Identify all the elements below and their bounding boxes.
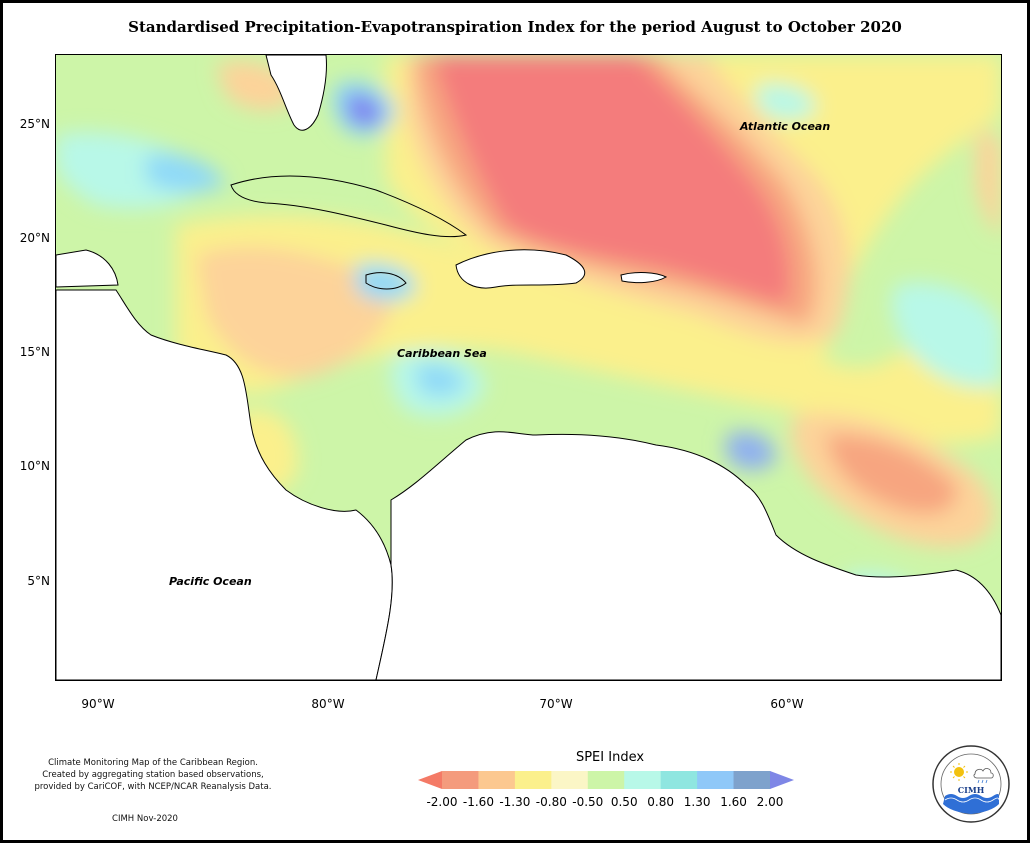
- cuba: [230, 175, 468, 238]
- credits: Climate Monitoring Map of the Caribbean …: [18, 757, 288, 793]
- lon-label-60w: 60°W: [770, 697, 804, 711]
- cimh-logo: CIMH: [932, 745, 1010, 823]
- legend-tick-label: -0.50: [572, 795, 604, 809]
- spei-field: [56, 55, 1001, 665]
- legend-swatch: [587, 771, 625, 789]
- map-canvas: [56, 55, 1001, 680]
- logo-text: CIMH: [958, 785, 985, 795]
- south-america: [375, 431, 1001, 680]
- lat-label-15n: 15°N: [19, 345, 50, 359]
- jamaica: [365, 272, 407, 290]
- lat-label-5n: 5°N: [27, 574, 50, 588]
- legend-tick-label: 2.00: [756, 795, 784, 809]
- lon-label-70w: 70°W: [539, 697, 573, 711]
- caribbean-sea-label: Caribbean Sea: [397, 347, 487, 360]
- legend-tick-label: 0.80: [647, 795, 675, 809]
- legend-colorbar: [418, 771, 794, 789]
- legend-swatch: [733, 771, 771, 789]
- legend-tick-label: -0.80: [535, 795, 567, 809]
- land-masses: [56, 55, 1001, 680]
- legend-swatch: [697, 771, 735, 789]
- legend-tick-label: -2.00: [426, 795, 458, 809]
- legend-swatch: [551, 771, 589, 789]
- map-title: Standardised Precipitation-Evapotranspir…: [128, 18, 902, 36]
- yucatan: [56, 249, 119, 288]
- florida: [265, 55, 327, 131]
- atlantic-ocean-label: Atlantic Ocean: [740, 120, 831, 133]
- sun-cloud-rain-waves-icon: [943, 763, 1000, 814]
- lat-label-25n: 25°N: [19, 117, 50, 131]
- legend-tick-label: -1.30: [499, 795, 531, 809]
- legend-swatch: [478, 771, 516, 789]
- legend-title: SPEI Index: [575, 750, 645, 765]
- hispaniola: [455, 249, 586, 289]
- credits-line-2: Created by aggregating station based obs…: [42, 770, 264, 780]
- credits-line-3: provided by CariCOF, with NCEP/NCAR Rean…: [34, 782, 272, 792]
- lon-label-80w: 80°W: [311, 697, 345, 711]
- credits-line-1: Climate Monitoring Map of the Caribbean …: [48, 758, 258, 768]
- puerto-rico: [620, 272, 668, 284]
- lon-label-90w: 90°W: [81, 697, 115, 711]
- legend-swatch: [442, 771, 479, 789]
- legend-tick-label: 1.60: [720, 795, 747, 809]
- lat-label-10n: 10°N: [19, 459, 50, 473]
- lat-label-20n: 20°N: [19, 231, 50, 245]
- legend-tick-label: 0.50: [610, 795, 638, 809]
- date-stamp: CIMH Nov-2020: [112, 814, 178, 824]
- pacific-ocean-label: Pacific Ocean: [169, 575, 252, 588]
- legend-tick-label: 1.30: [683, 795, 711, 809]
- legend-tick-label: -1.60: [462, 795, 494, 809]
- legend-swatch: [514, 771, 552, 789]
- legend-swatch: [624, 771, 662, 789]
- legend-tick-labels: -2.00 -1.60 -1.30 -0.80 -0.50 0.50 0.80 1.30 1.6…: [0, 795, 1030, 811]
- legend-swatch-max: [770, 771, 794, 789]
- legend-swatch-min: [418, 771, 442, 789]
- legend-swatch: [660, 771, 698, 789]
- spei-map: [55, 54, 1002, 681]
